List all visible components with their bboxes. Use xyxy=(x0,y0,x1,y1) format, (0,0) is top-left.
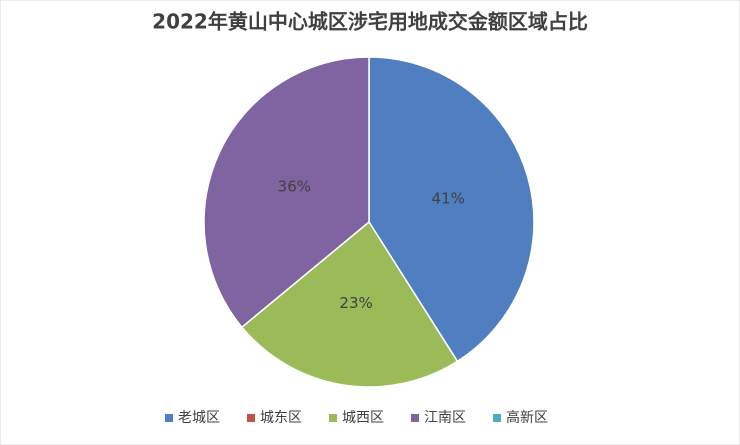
chart-title: 2022年黄山中心城区涉宅用地成交金额区域占比 xyxy=(152,10,588,34)
legend-swatch xyxy=(247,414,255,422)
legend-swatch xyxy=(411,414,419,422)
legend-swatch xyxy=(493,414,501,422)
legend-label: 江南区 xyxy=(424,410,466,426)
legend-label: 城西区 xyxy=(342,410,384,426)
legend-label: 城东区 xyxy=(260,410,302,426)
data-label: 23% xyxy=(339,294,372,312)
legend-label: 老城区 xyxy=(178,410,220,426)
legend-swatch xyxy=(329,414,337,422)
data-label: 36% xyxy=(278,177,311,195)
pie-slice xyxy=(368,56,535,363)
pie-slice xyxy=(240,220,459,388)
pie-slice xyxy=(203,56,370,329)
legend-swatch xyxy=(165,414,173,422)
data-label: 41% xyxy=(432,189,465,207)
legend-label: 高新区 xyxy=(506,409,548,426)
